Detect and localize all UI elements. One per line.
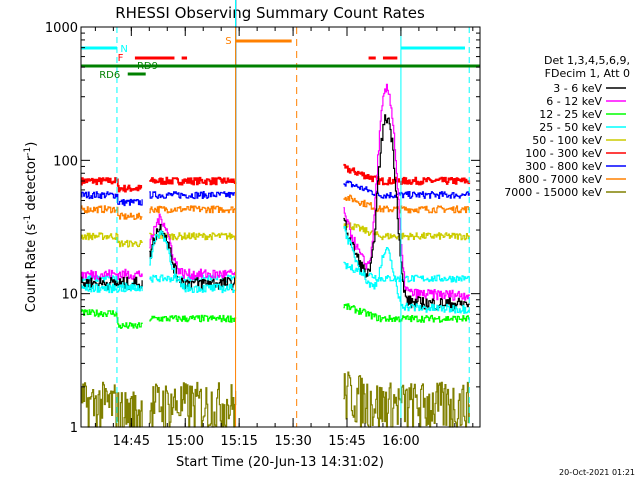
legend-label: 100 - 300 keV: [525, 147, 602, 160]
annotation-rd9: RD9: [137, 61, 158, 72]
x-tick-label: 15:00: [167, 434, 204, 449]
trace-300-800-kev: [149, 191, 237, 200]
trace-800-7000-kev: [149, 205, 237, 214]
annotation-f: F: [118, 53, 124, 64]
y-axis-label-sup2: -1: [23, 147, 33, 156]
legend-header-line: Det 1,3,4,5,6,9,: [544, 54, 630, 67]
y-tick-label: 10: [61, 288, 78, 303]
trace-50-100-kev: [343, 222, 470, 241]
legend-label: 12 - 25 keV: [539, 108, 602, 121]
trace-25-50-kev: [343, 226, 470, 314]
x-tick-label: 15:45: [328, 434, 365, 449]
legend: Det 1,3,4,5,6,9,FDecim 1, Att 0 3 - 6 keV…: [504, 54, 630, 199]
y-axis-label-main: Count Rate (s: [24, 224, 39, 313]
legend-header-line: FDecim 1, Att 0: [545, 67, 630, 80]
trace-100-300-kev: [343, 163, 471, 186]
trace-800-7000-kev: [81, 205, 143, 220]
annotation-layer: NF RD9 RD6 S: [80, 27, 480, 427]
trace-6-12-kev: [343, 83, 470, 301]
legend-label: 6 - 12 keV: [546, 95, 602, 108]
y-axis-label-mid: detector: [24, 155, 39, 215]
x-tick-label: 15:15: [220, 434, 257, 449]
x-tick-label: 14:45: [113, 434, 150, 449]
trace-300-800-kev: [81, 191, 143, 207]
x-tick-label: 16:00: [382, 434, 419, 449]
trace-100-300-kev: [149, 176, 237, 186]
y-axis-label-end: ): [24, 142, 39, 147]
trace-800-7000-kev: [343, 194, 470, 214]
x-tick-label: 15:30: [274, 434, 311, 449]
trace-6-12-kev: [81, 268, 143, 281]
annotation-n: N: [120, 44, 127, 55]
legend-label: 25 - 50 keV: [539, 121, 602, 134]
annotation-s: S: [225, 36, 231, 47]
axes-layer: 1 10 100 1000 14:45 15:00 15:15 15:30 15:45 16:00: [45, 21, 480, 449]
timestamp: 20-Oct-2021 01:21: [559, 468, 635, 477]
trace-25-50-kev: [81, 283, 143, 294]
y-tick-label: 1000: [45, 21, 78, 36]
y-axis-label-sup1: -1: [23, 215, 33, 224]
y-axis-label: Count Rate (s-1 detector-1): [23, 142, 39, 313]
chart-title: RHESSI Observing Summary Count Rates: [115, 4, 425, 22]
trace-3-6-kev: [343, 114, 470, 311]
trace-25-50-kev: [149, 0, 237, 294]
legend-label: 3 - 6 keV: [553, 82, 602, 95]
legend-label: 50 - 100 keV: [532, 134, 602, 147]
data-layer: [81, 0, 471, 428]
trace-100-300-kev: [81, 177, 143, 193]
legend-label: 800 - 7000 keV: [518, 173, 602, 186]
annotation-rd6: RD6: [99, 70, 120, 81]
trace-7000-15000-kev: [81, 381, 143, 428]
y-tick-label: 100: [53, 154, 78, 169]
trace-7000-15000-kev: [343, 371, 470, 428]
trace-3-6-kev: [149, 0, 237, 291]
plot-frame: [80, 26, 481, 428]
trace-300-800-kev: [343, 180, 470, 199]
trace-12-25-kev: [149, 314, 237, 323]
trace-12-25-kev: [343, 303, 470, 323]
trace-12-25-kev: [81, 309, 143, 329]
y-tick-label: 1: [70, 421, 78, 436]
trace-6-12-kev: [149, 0, 237, 281]
x-axis-label: Start Time (20-Jun-13 14:31:02): [176, 455, 384, 470]
trace-7000-15000-kev: [149, 381, 237, 428]
trace-50-100-kev: [81, 232, 143, 248]
legend-label: 300 - 800 keV: [525, 160, 602, 173]
legend-label: 7000 - 15000 keV: [504, 186, 602, 199]
